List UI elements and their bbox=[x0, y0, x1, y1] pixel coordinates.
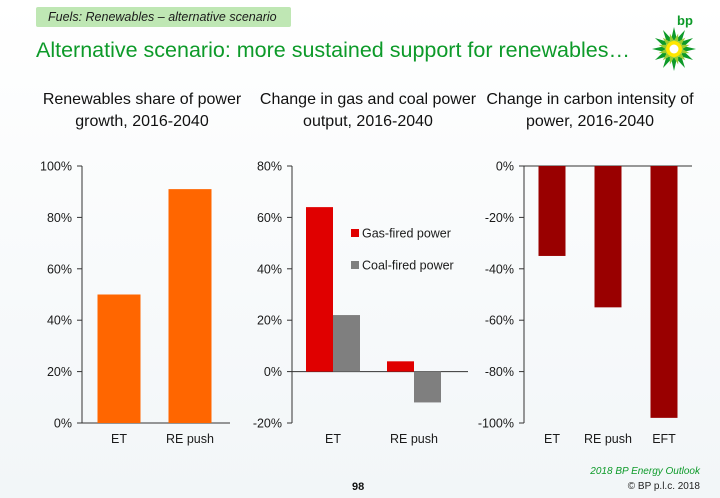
chart-3-y-tick-label: -80% bbox=[485, 365, 514, 379]
chart-1-x-label: ET bbox=[111, 432, 127, 446]
chart-2-legend-swatch bbox=[351, 261, 359, 269]
chart-2-x-label: ET bbox=[325, 432, 341, 446]
footer-copyright: © BP p.l.c. 2018 bbox=[627, 481, 700, 492]
chart-2-y-tick-label: 40% bbox=[257, 262, 282, 276]
chart-2-x-label: RE push bbox=[390, 432, 438, 446]
chart-2-bar bbox=[387, 361, 414, 372]
chart-1-bar bbox=[97, 294, 141, 423]
chart-2-bar bbox=[333, 315, 360, 372]
section-tag: Fuels: Renewables – alternative scenario bbox=[36, 7, 291, 27]
page-number: 98 bbox=[352, 481, 365, 493]
chart-1-y-tick-label: 60% bbox=[47, 262, 72, 276]
chart-3-y-tick-label: 0% bbox=[496, 160, 514, 174]
chart-2-bar bbox=[414, 371, 441, 403]
chart-3-bar bbox=[650, 166, 678, 418]
chart-1-y-tick-label: 80% bbox=[47, 211, 72, 225]
chart-2-bar bbox=[306, 207, 333, 372]
chart-3-x-label: EFT bbox=[652, 432, 676, 446]
chart-1-y-tick-label: 100% bbox=[40, 160, 72, 174]
chart-3-y-tick-label: -40% bbox=[485, 262, 514, 276]
chart-1-y-tick-label: 0% bbox=[54, 417, 72, 431]
chart-1-bar bbox=[168, 189, 212, 423]
chart-3-title: Change in carbon intensity of power, 201… bbox=[486, 91, 694, 130]
chart-2-y-tick-label: 80% bbox=[257, 160, 282, 174]
chart-2-legend-label: Coal-fired power bbox=[362, 259, 454, 273]
chart-2-legend-swatch bbox=[351, 229, 359, 237]
chart-2-title: Change in gas and coal power output, 201… bbox=[259, 91, 477, 130]
chart-3-y-tick-label: -60% bbox=[485, 314, 514, 328]
footer-outlook: 2018 BP Energy Outlook bbox=[590, 466, 700, 477]
chart-1-title: Renewables share of power growth, 2016-2… bbox=[42, 91, 242, 130]
chart-2-y-tick-label: 0% bbox=[264, 365, 282, 379]
chart-3-bar bbox=[594, 166, 622, 308]
chart-1-y-tick-label: 40% bbox=[47, 314, 72, 328]
page-title: Alternative scenario: more sustained sup… bbox=[36, 38, 630, 62]
chart-3-bar bbox=[538, 166, 566, 256]
bp-logo-text: bp bbox=[677, 13, 693, 28]
chart-2-y-tick-label: 60% bbox=[257, 211, 282, 225]
chart-3-y-tick-label: -20% bbox=[485, 211, 514, 225]
bp-helios-icon bbox=[652, 27, 696, 71]
chart-2-y-tick-label: -20% bbox=[253, 417, 282, 431]
chart-2-y-tick-label: 20% bbox=[257, 314, 282, 328]
chart-1-x-label: RE push bbox=[166, 432, 214, 446]
chart-2-legend-label: Gas-fired power bbox=[362, 227, 451, 241]
chart-3-y-tick-label: -100% bbox=[478, 417, 514, 431]
chart-3-x-label: ET bbox=[544, 432, 560, 446]
chart-1-y-tick-label: 20% bbox=[47, 365, 72, 379]
chart-3-x-label: RE push bbox=[584, 432, 632, 446]
